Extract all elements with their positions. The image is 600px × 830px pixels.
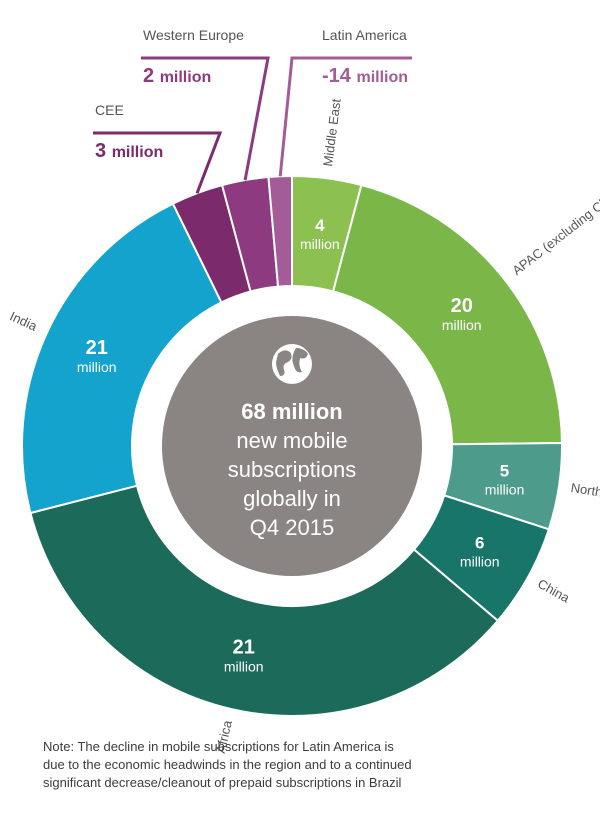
- value-label-china: 6: [475, 534, 484, 553]
- footnote: Note: The decline in mobile subscription…: [43, 738, 563, 792]
- callout-value-latin-america: -14 million: [322, 65, 408, 87]
- center-line-4: Q4 2015: [250, 515, 334, 540]
- unit-label-north-america: million: [485, 481, 525, 497]
- value-label-india: 21: [86, 337, 108, 359]
- unit-label-middle-east: million: [300, 236, 340, 252]
- globe-icon: [272, 344, 312, 384]
- center-line-1: new mobile: [236, 428, 347, 453]
- value-label-middle-east: 4: [315, 216, 325, 235]
- callout-value-western-europe: 2 million: [143, 65, 211, 87]
- unit-label-apac-excluding-china-and-india: million: [442, 317, 482, 333]
- center-circle: [162, 316, 422, 576]
- segment-india: [21, 202, 223, 515]
- callout-name-cee: CEE: [95, 102, 124, 118]
- center-line-3: globally in: [243, 486, 341, 511]
- footnote-line-1: Note: The decline in mobile subscription…: [43, 739, 394, 754]
- segment-latin-america: [267, 174, 293, 288]
- region-label-china: China: [535, 576, 573, 606]
- region-label-apac-excluding-china-and-india: APAC (excluding China and India): [509, 146, 600, 278]
- region-label-africa: Africa: [213, 718, 235, 755]
- center-headline: 68 million: [241, 399, 342, 424]
- callout-name-western-europe: Western Europe: [143, 27, 244, 43]
- value-label-apac-excluding-china-and-india: 20: [451, 295, 473, 317]
- callout-line-western-europe: [141, 56, 270, 181]
- value-label-north-america: 5: [500, 461, 509, 480]
- region-label-north-america: North America: [570, 480, 600, 507]
- unit-label-africa: million: [224, 659, 264, 675]
- footnote-line-2: due to the economic headwinds in the reg…: [43, 757, 412, 772]
- callout-name-latin-america: Latin America: [322, 27, 407, 43]
- unit-label-india: million: [77, 359, 117, 375]
- unit-label-china: million: [460, 554, 500, 570]
- center-line-2: subscriptions: [228, 457, 356, 482]
- segment-africa: [29, 484, 500, 717]
- callout-value-cee: 3 million: [95, 140, 163, 162]
- footnote-line-3: significant decrease/cleanout of prepaid…: [43, 775, 402, 790]
- value-label-africa: 21: [233, 637, 255, 659]
- callout-line-latin-america: [278, 56, 412, 177]
- region-label-india: India: [8, 308, 41, 334]
- segment-apac-excluding-china-and-india: [331, 183, 563, 446]
- region-label-middle-east: Middle East: [320, 98, 344, 168]
- callout-line-cee: [93, 131, 223, 194]
